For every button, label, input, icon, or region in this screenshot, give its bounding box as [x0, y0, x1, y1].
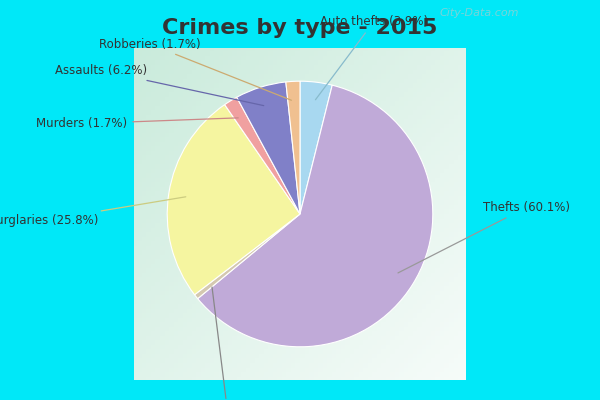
- Text: City-Data.com: City-Data.com: [440, 8, 519, 18]
- Wedge shape: [194, 214, 300, 299]
- Wedge shape: [197, 85, 433, 347]
- Wedge shape: [300, 81, 332, 214]
- Text: Murders (1.7%): Murders (1.7%): [36, 117, 238, 130]
- Text: Rapes (0.6%): Rapes (0.6%): [188, 287, 267, 400]
- Wedge shape: [286, 81, 300, 214]
- Text: Crimes by type - 2015: Crimes by type - 2015: [163, 18, 437, 38]
- Text: Assaults (6.2%): Assaults (6.2%): [55, 64, 264, 106]
- Text: Auto thefts (3.9%): Auto thefts (3.9%): [316, 15, 428, 100]
- Wedge shape: [167, 105, 300, 295]
- Text: Robberies (1.7%): Robberies (1.7%): [99, 38, 292, 100]
- Text: Burglaries (25.8%): Burglaries (25.8%): [0, 197, 186, 227]
- Wedge shape: [237, 82, 300, 214]
- Text: Thefts (60.1%): Thefts (60.1%): [398, 201, 570, 273]
- Wedge shape: [224, 97, 300, 214]
